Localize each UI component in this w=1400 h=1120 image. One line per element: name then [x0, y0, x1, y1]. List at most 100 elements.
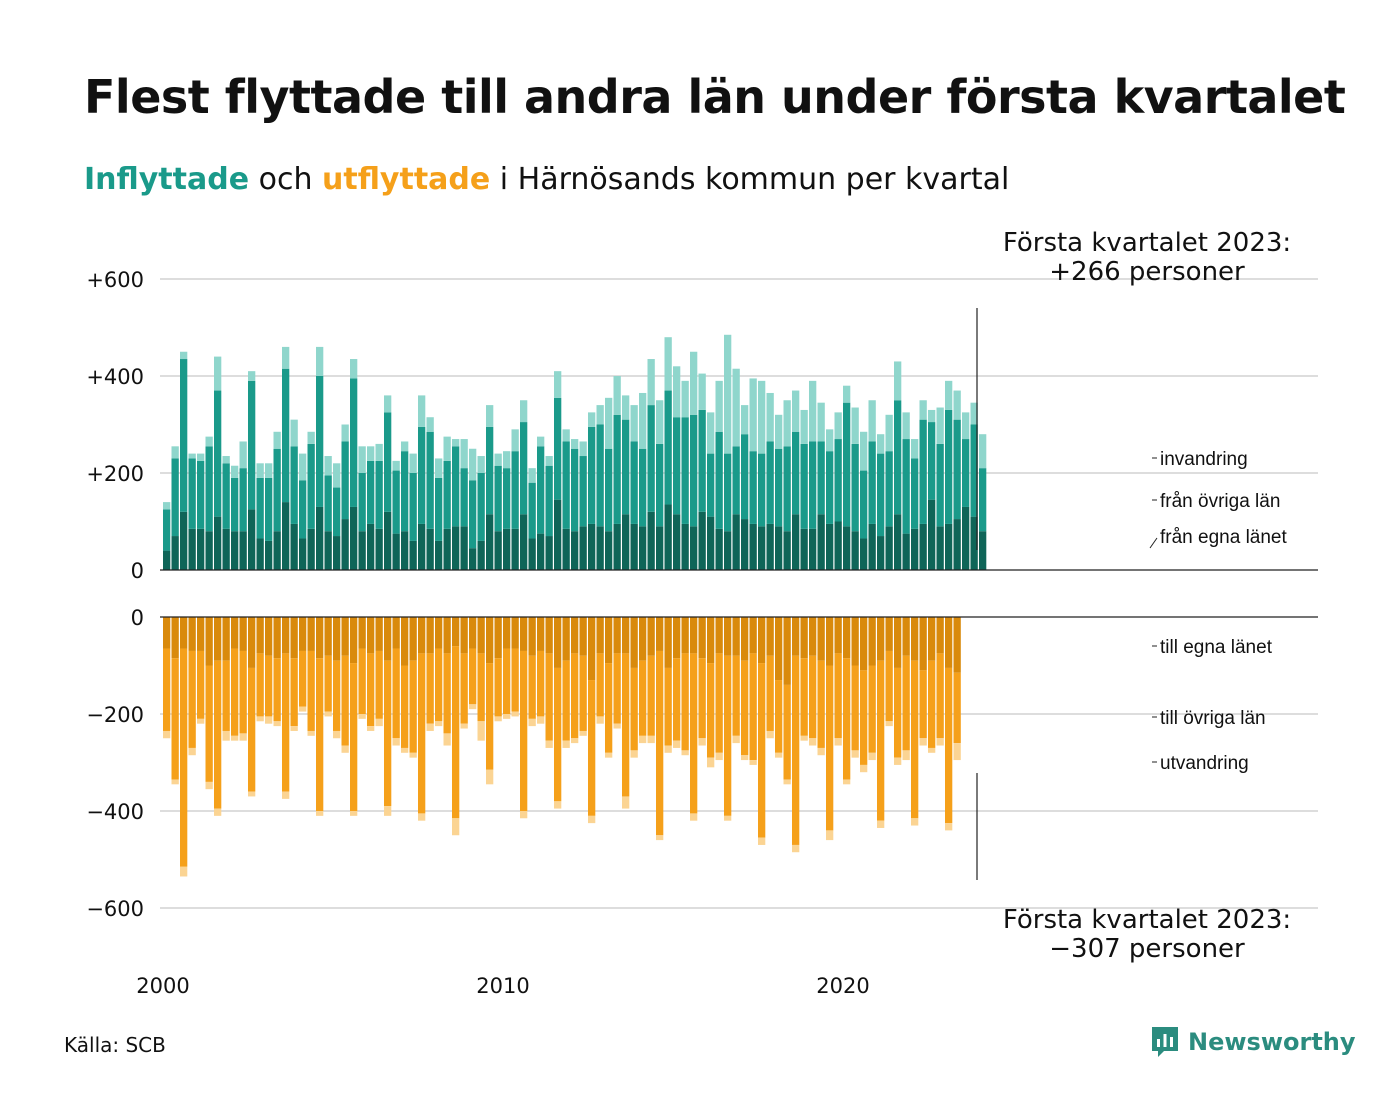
bar-out-utvandring: [885, 721, 893, 727]
bar-out-till-egna-lanet: [486, 617, 494, 664]
bar-out-till-egna-lanet: [460, 617, 468, 654]
bar-out-till-ovriga-lan: [358, 648, 366, 714]
bar-out-till-ovriga-lan: [928, 660, 936, 748]
bar-out-till-ovriga-lan: [758, 663, 766, 838]
bar-out-till-ovriga-lan: [222, 660, 230, 731]
bar-in-invandring: [545, 456, 553, 466]
bar-out-utvandring: [894, 757, 902, 765]
bar-out-till-ovriga-lan: [715, 653, 723, 753]
bar-out-utvandring: [613, 723, 621, 729]
bar-out-till-egna-lanet: [817, 617, 825, 661]
bar-in-fran-ovriga-lan: [724, 453, 732, 532]
bar-in-invandring: [554, 371, 562, 398]
bar-out-utvandring: [588, 815, 596, 824]
bar-in-fran-ovriga-lan: [749, 451, 757, 524]
bar-out-utvandring: [664, 745, 672, 753]
bar-out-till-ovriga-lan: [409, 660, 417, 753]
bar-out-utvandring: [707, 757, 715, 768]
bar-in-invandring: [698, 373, 706, 410]
bar-out-till-ovriga-lan: [630, 667, 638, 751]
bar-out-utvandring: [877, 820, 885, 828]
bar-out-utvandring: [681, 750, 689, 756]
bar-out-till-egna-lanet: [265, 617, 273, 656]
bar-out-till-egna-lanet: [783, 617, 791, 685]
bar-out-till-egna-lanet: [528, 617, 536, 656]
bar-out-till-egna-lanet: [341, 617, 349, 656]
bar-in-fran-egna-lanet: [953, 519, 961, 570]
bar-in-fran-ovriga-lan: [222, 463, 230, 529]
bar-out-till-ovriga-lan: [307, 650, 315, 731]
subtitle-rest: i Härnösands kommun per kvartal: [490, 162, 1010, 197]
bar-in-fran-ovriga-lan: [962, 439, 970, 507]
y-tick-label: −600: [86, 897, 144, 921]
bar-in-invandring: [316, 346, 324, 376]
bar-in-invandring: [486, 405, 494, 427]
bar-out-utvandring: [911, 818, 919, 826]
bar-out-till-ovriga-lan: [214, 660, 222, 809]
bar-in-invandring: [375, 443, 383, 461]
bar-in-fran-ovriga-lan: [953, 419, 961, 520]
bar-out-till-egna-lanet: [851, 617, 859, 666]
bar-out-till-egna-lanet: [197, 617, 205, 651]
bar-in-invandring: [350, 359, 358, 379]
bar-out-till-ovriga-lan: [545, 653, 553, 741]
bar-in-fran-egna-lanet: [528, 538, 536, 570]
bar-out-till-egna-lanet: [282, 617, 290, 654]
bar-in-fran-egna-lanet: [299, 538, 307, 570]
bar-in-invandring: [282, 346, 290, 369]
x-tick-label: 2020: [816, 974, 869, 998]
legend-in-label: från övriga län: [1160, 491, 1280, 512]
bar-in-invandring: [970, 402, 978, 425]
bar-out-utvandring: [477, 721, 485, 741]
bar-out-till-egna-lanet: [902, 617, 910, 656]
bar-in-invandring: [231, 465, 239, 478]
bar-out-utvandring: [724, 815, 732, 821]
bar-out-till-egna-lanet: [894, 617, 902, 668]
bar-out-till-egna-lanet: [690, 617, 698, 654]
bar-out-till-ovriga-lan: [775, 680, 783, 753]
bar-out-till-ovriga-lan: [367, 653, 375, 727]
bar-in-invandring: [392, 460, 400, 471]
bar-out-utvandring: [545, 740, 553, 748]
bar-out-till-ovriga-lan: [664, 667, 672, 746]
bar-in-fran-egna-lanet: [443, 528, 451, 570]
bar-out-till-ovriga-lan: [579, 655, 587, 731]
bar-in-fran-egna-lanet: [715, 528, 723, 570]
bar-in-fran-ovriga-lan: [520, 422, 528, 515]
bar-in-fran-egna-lanet: [231, 531, 239, 570]
bar-out-till-egna-lanet: [333, 617, 341, 661]
bar-out-utvandring: [800, 735, 808, 741]
bar-in-invandring: [571, 439, 579, 449]
bar-in-fran-egna-lanet: [630, 523, 638, 570]
bar-out-utvandring: [494, 716, 502, 722]
bar-out-utvandring: [749, 760, 757, 765]
bar-out-utvandring: [180, 866, 188, 877]
bar-out-till-egna-lanet: [571, 617, 579, 654]
bar-out-utvandring: [469, 704, 477, 710]
bar-out-till-egna-lanet: [945, 617, 953, 668]
bar-in-fran-egna-lanet: [197, 528, 205, 570]
bar-out-till-egna-lanet: [826, 617, 834, 666]
bar-out-till-ovriga-lan: [792, 655, 800, 845]
bar-out-till-ovriga-lan: [707, 663, 715, 758]
bar-out-utvandring: [418, 813, 426, 821]
bar-out-till-ovriga-lan: [902, 655, 910, 751]
bar-in-invandring: [809, 380, 817, 442]
bar-in-invandring: [953, 390, 961, 420]
bar-in-fran-egna-lanet: [486, 514, 494, 570]
bar-out-till-egna-lanet: [732, 617, 740, 656]
bar-out-till-ovriga-lan: [732, 655, 740, 736]
bar-in-invandring: [596, 405, 604, 425]
migration-bar-chart: +600 +400 +200 0 0 −200 −400 −600 Första kvartal…: [86, 228, 1318, 998]
bar-in-fran-ovriga-lan: [732, 446, 740, 515]
bar-out-till-egna-lanet: [231, 617, 239, 649]
bar-out-utvandring: [843, 779, 851, 785]
bar-in-fran-egna-lanet: [868, 523, 876, 570]
bar-out-till-egna-lanet: [834, 617, 842, 654]
bar-in-fran-egna-lanet: [205, 531, 213, 570]
bar-out-till-egna-lanet: [911, 617, 919, 661]
bar-out-till-egna-lanet: [588, 617, 596, 681]
legend-leader: [1149, 537, 1158, 549]
bar-out-till-egna-lanet: [180, 617, 188, 649]
bar-out-till-ovriga-lan: [673, 658, 681, 741]
